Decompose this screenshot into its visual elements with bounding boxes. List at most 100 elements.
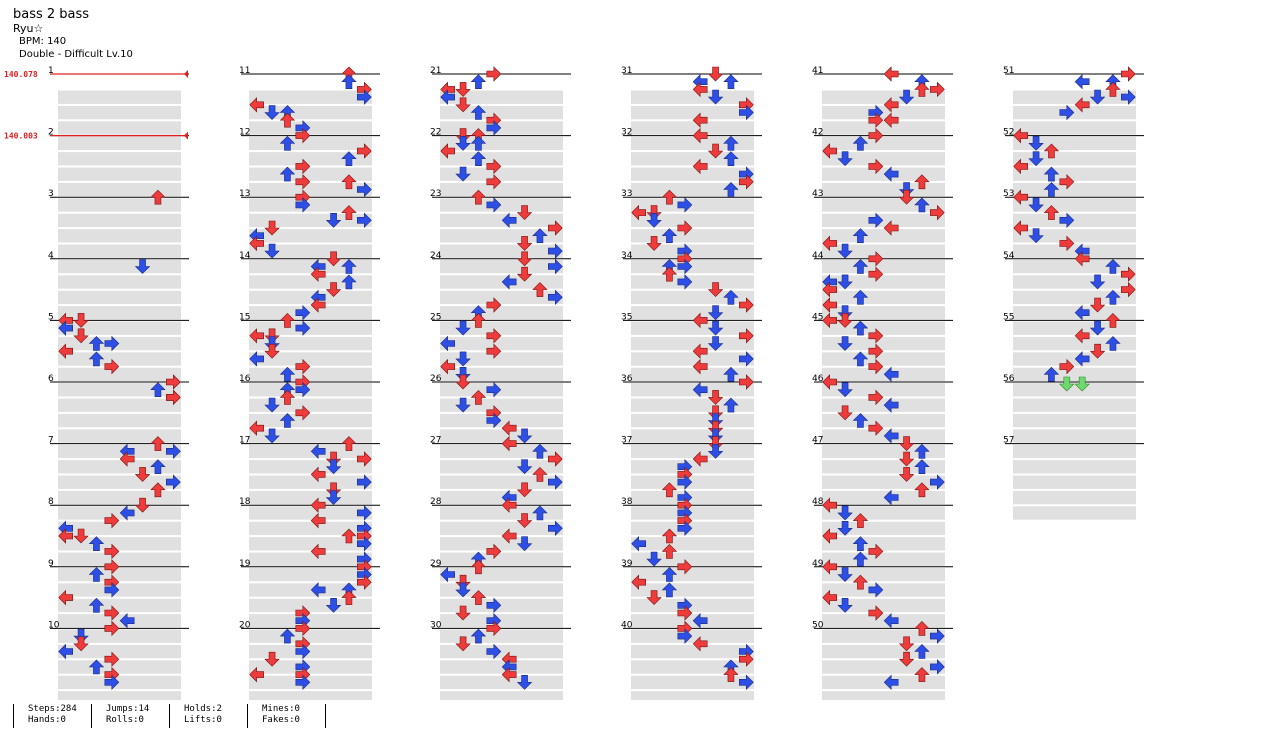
step-arrow <box>1089 274 1106 290</box>
measure-number: 20 <box>239 620 251 630</box>
step-arrow <box>295 405 311 421</box>
step-arrow <box>868 358 884 375</box>
measure-number: 24 <box>430 251 442 261</box>
beat-band <box>58 275 181 289</box>
beat-band <box>1013 105 1136 120</box>
beat-band <box>249 567 372 582</box>
beat-band <box>631 660 754 674</box>
beat-band <box>631 537 754 551</box>
beat-band <box>58 152 181 166</box>
step-arrow <box>341 151 357 166</box>
step-arrow <box>883 166 899 182</box>
step-arrow <box>930 474 945 490</box>
beat-band <box>58 644 181 659</box>
step-arrow <box>73 636 89 652</box>
step-arrow <box>150 482 166 498</box>
step-arrow <box>661 266 678 282</box>
step-arrow <box>104 335 120 352</box>
beat-band <box>631 629 754 643</box>
step-arrow <box>837 505 853 521</box>
step-arrow <box>883 674 899 691</box>
step-arrow <box>58 589 73 606</box>
beat-band <box>631 614 754 628</box>
step-arrow <box>440 566 455 583</box>
beat-band <box>822 306 945 320</box>
step-arrow <box>646 551 662 567</box>
step-arrow <box>73 628 89 644</box>
step-arrow <box>692 612 708 629</box>
step-arrow <box>707 428 724 444</box>
beat-band <box>249 136 372 151</box>
step-arrow <box>486 643 502 660</box>
step-arrow <box>119 451 135 467</box>
beat-band <box>822 352 945 366</box>
beat-band <box>440 152 563 166</box>
beat-band <box>58 460 181 474</box>
step-arrow <box>501 420 517 436</box>
step-arrow <box>707 89 724 105</box>
beat-band <box>58 614 181 628</box>
step-arrow <box>486 597 502 614</box>
beat-band <box>1013 275 1136 289</box>
step-arrow <box>723 182 739 197</box>
beat-band <box>1013 90 1136 104</box>
step-arrow <box>249 235 264 252</box>
step-arrow <box>914 620 930 636</box>
beat-band <box>249 198 372 212</box>
step-arrow <box>1105 259 1121 274</box>
step-arrow <box>739 374 754 390</box>
step-arrow <box>58 343 73 359</box>
step-arrow <box>1074 304 1090 321</box>
measure-number: 32 <box>621 128 632 138</box>
beat-band <box>440 367 563 382</box>
step-arrow <box>516 428 533 444</box>
beat-band <box>58 290 181 305</box>
step-arrow <box>295 197 311 213</box>
step-arrow <box>707 390 724 405</box>
beat-band <box>631 336 754 351</box>
step-arrow <box>868 158 884 175</box>
beat-band <box>1013 352 1136 366</box>
step-arrow <box>898 651 915 667</box>
beat-band <box>249 367 372 382</box>
beat-band <box>249 105 372 120</box>
step-arrow <box>486 120 502 136</box>
beat-band <box>631 105 754 120</box>
step-arrow <box>852 574 869 590</box>
stat-group: Mines:0 Fakes:0 <box>247 704 325 728</box>
beat-band <box>440 490 563 505</box>
beat-band <box>440 136 563 151</box>
step-arrow <box>470 74 487 89</box>
beat-band <box>440 121 563 135</box>
beat-band <box>58 105 181 120</box>
step-arrow <box>1121 281 1136 298</box>
stat-hands: Hands:0 <box>28 715 66 725</box>
beat-band <box>249 537 372 551</box>
beat-band <box>440 567 563 582</box>
beat-band <box>249 675 372 690</box>
step-arrow <box>914 667 930 682</box>
step-arrow <box>898 636 915 652</box>
measure-number: 29 <box>430 559 442 569</box>
beat-band <box>822 167 945 181</box>
beat-band <box>1013 229 1136 243</box>
beat-band <box>1013 290 1136 305</box>
beat-band <box>440 213 563 228</box>
step-arrow <box>707 66 724 82</box>
beat-band <box>631 444 754 459</box>
stat-fakes: Fakes:0 <box>262 715 300 725</box>
step-arrow <box>295 674 311 691</box>
step-arrow <box>516 459 533 475</box>
beat-band <box>249 598 372 613</box>
step-arrow <box>868 112 884 128</box>
step-arrow <box>357 451 372 467</box>
beat-band <box>822 644 945 659</box>
step-arrow <box>88 336 105 351</box>
step-arrow <box>883 612 899 629</box>
step-arrow <box>930 81 945 98</box>
step-arrow <box>455 136 471 151</box>
step-arrow <box>898 182 915 197</box>
beat-band <box>249 182 372 197</box>
step-arrow <box>357 574 372 590</box>
step-arrow <box>279 166 296 182</box>
